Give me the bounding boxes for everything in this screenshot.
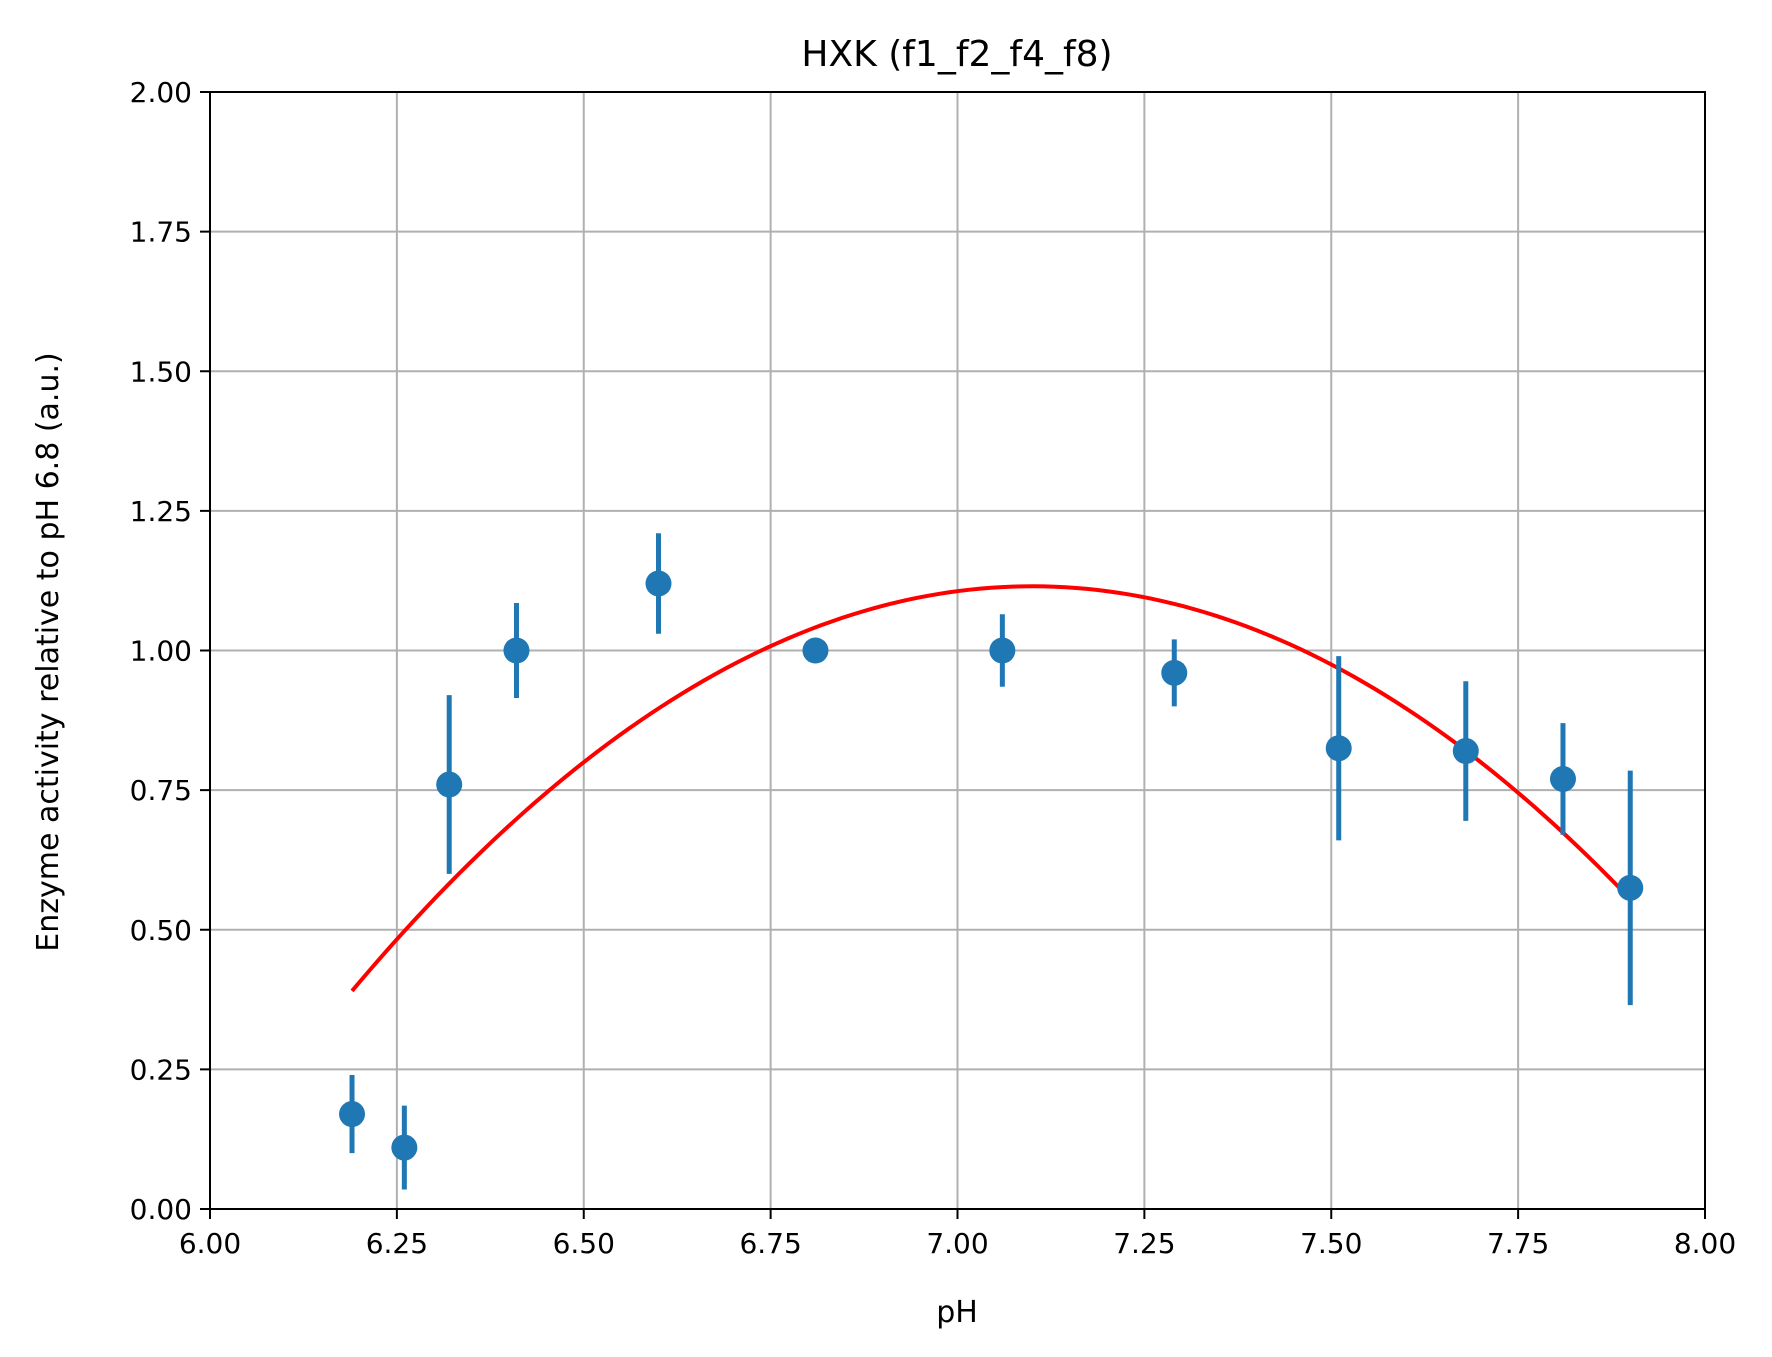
y-tick-label: 0.00 (130, 1193, 192, 1226)
y-tick-label: 1.00 (130, 635, 192, 668)
x-tick-label: 8.00 (1674, 1227, 1736, 1260)
x-tick-label: 6.25 (366, 1227, 428, 1260)
grid (209, 91, 1706, 1210)
x-axis: 6.00 6.25 6.50 6.75 7.00 7.25 7.50 7.75 8.00 (179, 1209, 1736, 1260)
data-points (339, 533, 1644, 1190)
y-tick-label: 0.75 (130, 774, 192, 807)
data-point (436, 771, 463, 798)
x-tick-label: 7.50 (1300, 1227, 1362, 1260)
x-tick-label: 7.75 (1487, 1227, 1549, 1260)
data-point (989, 637, 1016, 664)
fit-curve-group (350, 584, 1632, 993)
y-tick-label: 1.25 (130, 495, 192, 528)
y-tick-label: 2.00 (130, 76, 192, 109)
data-point (1325, 735, 1352, 762)
y-tick-label: 1.75 (130, 216, 192, 249)
data-point (1617, 874, 1644, 901)
fit-curve (350, 584, 1632, 993)
y-tick-label: 1.50 (130, 355, 192, 388)
x-tick-label: 6.50 (553, 1227, 615, 1260)
data-point (802, 637, 829, 664)
x-tick-label: 6.00 (179, 1227, 241, 1260)
data-point (1452, 738, 1479, 765)
x-tick-label: 7.00 (926, 1227, 988, 1260)
chart-title: HXK (f1_f2_f4_f8) (801, 34, 1112, 75)
x-tick-label: 7.25 (1113, 1227, 1175, 1260)
y-tick-label: 0.25 (130, 1053, 192, 1086)
x-axis-label: pH (936, 1295, 978, 1330)
data-point (391, 1134, 418, 1161)
data-point (339, 1101, 366, 1128)
x-tick-label: 6.75 (739, 1227, 801, 1260)
data-point (1161, 659, 1188, 686)
plot-frame (209, 91, 1706, 1210)
data-point (1549, 765, 1576, 792)
data-point (503, 637, 530, 664)
y-tick-label: 0.50 (130, 914, 192, 947)
y-axis: 0.00 0.25 0.50 0.75 1.00 1.25 1.50 1.75 2.00 (130, 76, 210, 1226)
data-point (645, 570, 672, 597)
y-axis-label: Enzyme activity relative to pH 6.8 (a.u.… (31, 352, 66, 951)
